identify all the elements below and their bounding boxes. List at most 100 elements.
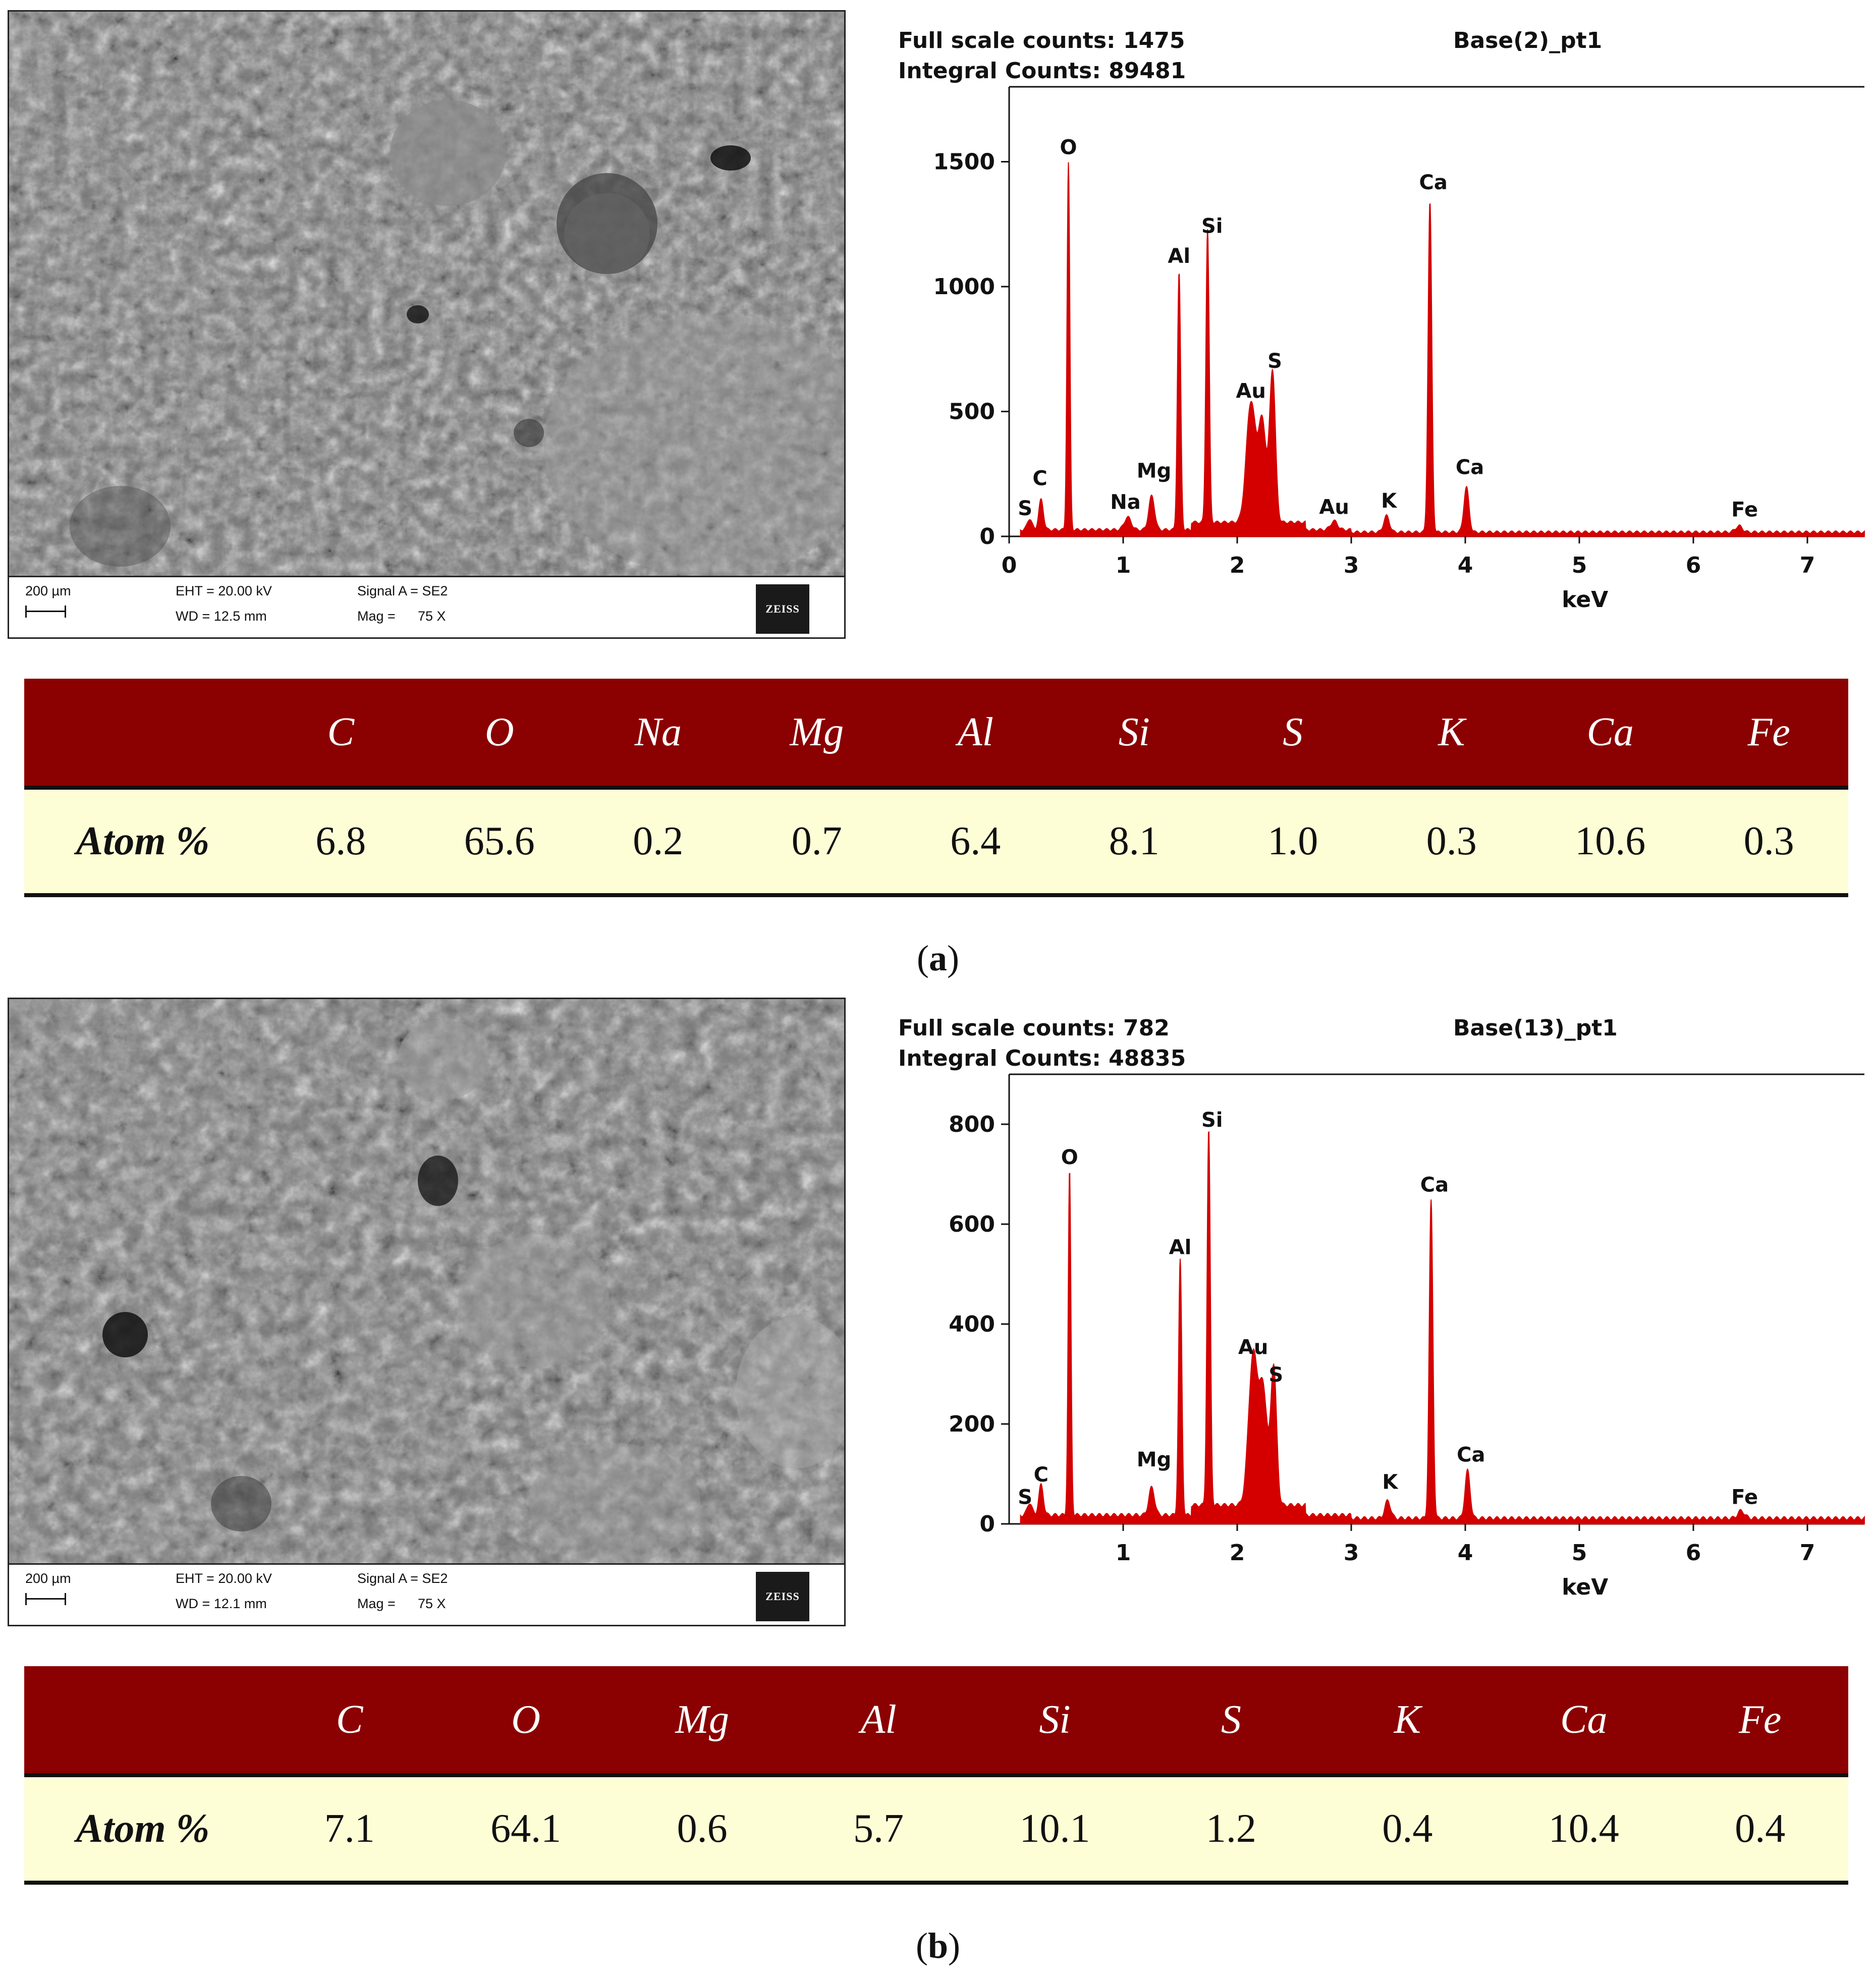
peak-label: Na bbox=[1110, 491, 1140, 514]
mag-label: Mag = bbox=[357, 609, 396, 624]
peak-label: K bbox=[1381, 489, 1398, 513]
panel-a: 200 µm EHT = 20.00 kV WD = 12.5 mm Signa… bbox=[8, 10, 1865, 978]
element-header: Si bbox=[1039, 1697, 1071, 1742]
y-tick-label: 600 bbox=[949, 1212, 995, 1237]
element-header: Al bbox=[860, 1697, 897, 1742]
peak-label: S bbox=[1267, 350, 1282, 373]
sem-image bbox=[9, 999, 844, 1563]
wd-readout: WD = 12.1 mm bbox=[176, 1596, 267, 1611]
eht-readout: EHT = 20.00 kV bbox=[176, 583, 272, 598]
element-header: S bbox=[1283, 709, 1303, 754]
x-tick-label: 5 bbox=[1572, 1540, 1587, 1566]
peak-label: Si bbox=[1201, 1109, 1223, 1132]
sem-image bbox=[9, 12, 844, 576]
y-tick-label: 0 bbox=[979, 1511, 995, 1537]
y-tick-label: 800 bbox=[949, 1112, 995, 1137]
y-tick-label: 1000 bbox=[933, 274, 995, 300]
peak-label: Ca bbox=[1457, 1443, 1485, 1466]
table-header-row: C O Mg Al Si S K Ca Fe bbox=[24, 1666, 1848, 1773]
scale-bar bbox=[25, 1598, 66, 1600]
wd-readout: WD = 12.5 mm bbox=[176, 609, 267, 624]
sem-micrograph: 200 µm EHT = 20.00 kV WD = 12.5 mm Signa… bbox=[8, 10, 846, 639]
peak-label: O bbox=[1060, 136, 1077, 159]
y-tick-label: 500 bbox=[949, 399, 995, 425]
atom-percent-value: 1.2 bbox=[1205, 1806, 1256, 1851]
full-scale-counts: Full scale counts: 782 bbox=[898, 1015, 1170, 1041]
element-header: O bbox=[484, 709, 514, 754]
atom-percent-value: 0.4 bbox=[1735, 1806, 1786, 1851]
y-tick-label: 0 bbox=[979, 524, 995, 550]
row-label: Atom % bbox=[76, 819, 210, 863]
atom-percent-value: 10.4 bbox=[1548, 1806, 1619, 1851]
scale-bar-label: 200 µm bbox=[25, 1571, 71, 1586]
atom-percent-value: 0.7 bbox=[791, 819, 842, 863]
zeiss-logo: ZEISS bbox=[756, 1572, 809, 1621]
atom-percent-value: 0.4 bbox=[1382, 1806, 1433, 1851]
peak-label: Ca bbox=[1419, 171, 1448, 194]
peak-label: Fe bbox=[1731, 498, 1758, 521]
spectrum-area bbox=[1020, 1131, 1865, 1524]
peak-label: Au bbox=[1319, 496, 1349, 519]
y-tick-label: 400 bbox=[949, 1311, 995, 1337]
spectrum-area bbox=[1020, 162, 1865, 537]
integral-counts: Integral Counts: 89481 bbox=[898, 58, 1186, 84]
atom-percent-value: 10.1 bbox=[1019, 1806, 1090, 1851]
atom-percent-value: 0.6 bbox=[677, 1806, 728, 1851]
x-tick-label: 3 bbox=[1344, 553, 1359, 578]
panel-caption-a: (a) bbox=[917, 938, 959, 978]
mag-label: Mag = bbox=[357, 1596, 396, 1611]
peak-label: Mg bbox=[1137, 460, 1171, 483]
table-data-row: Atom % 7.1 64.1 0.6 5.7 10.1 1.2 0.4 10.4 0.4 bbox=[24, 1773, 1848, 1885]
spectrum-name: Base(2)_pt1 bbox=[1453, 28, 1602, 53]
element-header: K bbox=[1438, 709, 1465, 754]
element-header: O bbox=[511, 1697, 541, 1742]
atom-percent-value: 0.3 bbox=[1426, 819, 1477, 863]
mag-value: 75 X bbox=[418, 1596, 446, 1611]
atom-percent-value: 0.2 bbox=[633, 819, 684, 863]
x-tick-label: 2 bbox=[1230, 1540, 1245, 1566]
element-header: Si bbox=[1118, 709, 1150, 754]
peak-label: Al bbox=[1168, 245, 1190, 268]
atom-percent-value: 6.4 bbox=[950, 819, 1001, 863]
atom-percent-value: 1.0 bbox=[1267, 819, 1318, 863]
x-tick-label: 1 bbox=[1116, 1540, 1131, 1566]
element-header: C bbox=[336, 1697, 363, 1742]
scale-bar-label: 200 µm bbox=[25, 583, 71, 598]
peak-label: Al bbox=[1169, 1236, 1192, 1259]
zeiss-logo: ZEISS bbox=[756, 584, 809, 634]
atom-percent-value: 6.8 bbox=[315, 819, 366, 863]
element-header: Fe bbox=[1747, 709, 1790, 754]
table-header-row: C O Na Mg Al Si S K Ca Fe bbox=[24, 679, 1848, 786]
element-header: S bbox=[1221, 1697, 1241, 1742]
x-tick-label: 0 bbox=[1002, 553, 1017, 578]
integral-counts: Integral Counts: 48835 bbox=[898, 1046, 1186, 1071]
x-tick-label: 1 bbox=[1116, 553, 1131, 578]
eds-spectrum-a: Full scale counts: 1475 Integral Counts: … bbox=[898, 28, 1865, 613]
scale-bar bbox=[25, 611, 66, 612]
peak-label: Mg bbox=[1137, 1448, 1171, 1471]
atom-percent-value: 8.1 bbox=[1109, 819, 1160, 863]
peak-label: O bbox=[1061, 1146, 1078, 1169]
x-tick-label: 5 bbox=[1572, 553, 1587, 578]
element-header: Ca bbox=[1560, 1697, 1608, 1742]
atom-percent-value: 7.1 bbox=[324, 1806, 375, 1851]
sem-info-bar: 200 µm EHT = 20.00 kV WD = 12.1 mm Signa… bbox=[9, 1563, 844, 1625]
x-axis-label: keV bbox=[1562, 1574, 1608, 1600]
peak-label: C bbox=[1034, 1463, 1049, 1487]
x-tick-label: 4 bbox=[1458, 553, 1473, 578]
sem-micrograph: 200 µm EHT = 20.00 kV WD = 12.1 mm Signa… bbox=[8, 998, 846, 1626]
peak-label: Fe bbox=[1731, 1486, 1758, 1509]
spectrum-name: Base(13)_pt1 bbox=[1453, 1015, 1618, 1041]
atom-percent-value: 5.7 bbox=[853, 1806, 904, 1851]
peak-label: C bbox=[1032, 467, 1047, 490]
element-header: Al bbox=[957, 709, 994, 754]
element-header: Fe bbox=[1739, 1697, 1782, 1742]
full-scale-counts: Full scale counts: 1475 bbox=[898, 28, 1185, 53]
x-tick-label: 7 bbox=[1800, 1540, 1815, 1566]
element-header: K bbox=[1394, 1697, 1421, 1742]
peak-label: K bbox=[1382, 1471, 1399, 1494]
x-tick-label: 3 bbox=[1344, 1540, 1359, 1566]
composition-table-a: C O Na Mg Al Si S K Ca Fe Atom % 6.8 65.6 0.2 0.7 6.4 8… bbox=[24, 679, 1848, 897]
peak-label: S bbox=[1018, 497, 1032, 520]
eds-spectrum-b: Full scale counts: 782 Integral Counts: 4… bbox=[898, 1015, 1865, 1600]
